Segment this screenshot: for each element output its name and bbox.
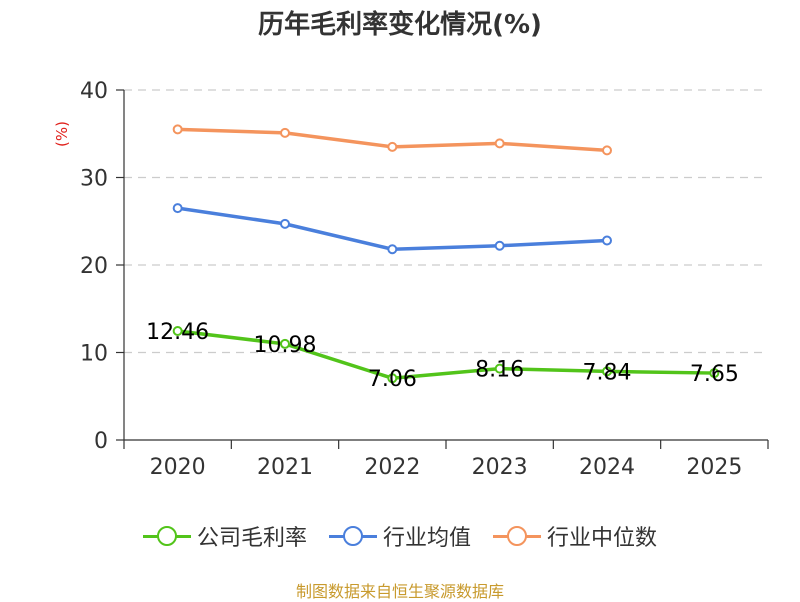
data-label: 7.65 <box>690 362 739 387</box>
x-tick-label: 2022 <box>364 455 420 480</box>
data-label: 7.84 <box>583 360 632 385</box>
y-tick-label: 10 <box>80 342 108 367</box>
legend-item[interactable]: 行业均值 <box>328 520 471 552</box>
legend-label: 公司毛利率 <box>196 526 307 551</box>
chart-title: 历年毛利率变化情况(%) <box>258 10 542 40</box>
data-point <box>494 240 505 251</box>
data-point <box>172 124 183 135</box>
x-tick-label: 2025 <box>686 455 742 480</box>
legend-item[interactable]: 行业中位数 <box>493 520 657 552</box>
data-point <box>280 127 290 138</box>
data-point <box>494 363 505 374</box>
legend-marker-icon <box>142 526 191 546</box>
legend-item[interactable]: 公司毛利率 <box>142 520 307 552</box>
data-label: 12.46 <box>146 320 209 345</box>
data-point <box>602 366 612 377</box>
y-tick-label: 20 <box>80 254 108 279</box>
data-point <box>280 218 290 229</box>
legend-label: 行业均值 <box>382 526 471 551</box>
data-point <box>387 373 398 384</box>
chart-legend: 公司毛利率 行业均值 行业中位数 <box>0 520 800 552</box>
legend-label: 行业中位数 <box>547 526 658 551</box>
data-point <box>172 203 183 214</box>
series-line <box>177 206 608 251</box>
data-label: 10.98 <box>254 333 317 358</box>
y-tick-label: 0 <box>94 429 108 454</box>
data-point <box>709 368 720 379</box>
series-line <box>177 329 715 380</box>
data-point <box>280 338 290 349</box>
y-tick-label: 40 <box>80 79 108 104</box>
data-point <box>172 325 183 336</box>
line-chart: 0 10 20 30 40 2020 2021 2022 2023 2024 2025 12.46 10… <box>80 79 769 480</box>
data-source-note: 制图数据来自恒生聚源数据库 <box>295 582 504 601</box>
data-label: 7.06 <box>368 367 417 392</box>
x-tick-label: 2021 <box>257 455 313 480</box>
data-point <box>494 138 505 149</box>
x-tick-label: 2020 <box>150 455 206 480</box>
legend-marker-icon <box>328 526 377 546</box>
data-point <box>602 145 612 156</box>
data-point <box>602 235 612 246</box>
x-tick-label: 2023 <box>472 455 528 480</box>
data-label: 8.16 <box>475 358 524 383</box>
y-tick-label: 30 <box>80 167 108 192</box>
data-point <box>387 244 398 255</box>
x-tick-label: 2024 <box>579 455 635 480</box>
legend-marker-icon <box>493 526 541 546</box>
data-point <box>387 141 398 152</box>
